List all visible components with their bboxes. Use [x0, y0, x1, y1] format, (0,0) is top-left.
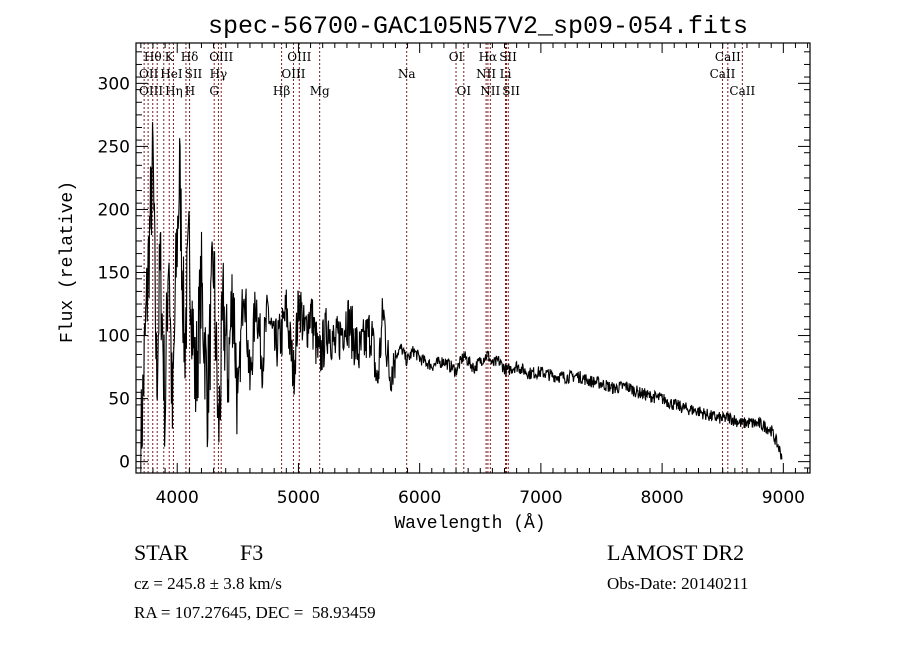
line-label: Hθ	[144, 50, 162, 64]
line-label: OIII	[209, 50, 233, 64]
line-label: SII	[185, 67, 203, 81]
y-tick-label: 0	[119, 453, 130, 473]
line-label: H	[185, 84, 195, 98]
x-tick-label: 5000	[277, 488, 320, 508]
line-label: SII	[499, 50, 517, 64]
y-tick-label: 150	[98, 264, 130, 284]
line-label: CaII	[729, 84, 755, 98]
y-tick-label: 50	[108, 390, 130, 410]
line-label: OIII	[281, 67, 305, 81]
y-axis-label: Flux (relative)	[58, 181, 78, 343]
line-label: Mg	[310, 84, 330, 98]
line-label: CaII	[710, 67, 736, 81]
line-label: HeI	[160, 67, 183, 81]
survey-name: LAMOST DR2	[607, 540, 745, 565]
y-tick-label: 300	[98, 74, 130, 94]
line-label: Hα	[479, 50, 498, 64]
line-label: NII	[480, 84, 500, 98]
line-markers	[143, 43, 743, 473]
x-axis-label: Wavelength (Å)	[394, 513, 545, 534]
line-label: OII	[139, 67, 159, 81]
spectrum-line	[140, 122, 783, 469]
line-label: OI	[457, 84, 472, 98]
object-subclass: F3	[240, 540, 264, 565]
line-label: CaII	[715, 50, 741, 64]
line-label: NII	[476, 67, 496, 81]
redshift-readout: cz = 245.8 ± 3.8 km/s	[134, 574, 282, 593]
x-axis: 4000 5000 6000 7000 8000 9000	[140, 43, 809, 508]
x-tick-label: 7000	[519, 488, 562, 508]
line-label: G	[209, 84, 219, 98]
line-label: Hγ	[210, 67, 228, 81]
line-label: OIII	[139, 84, 163, 98]
coordinates-readout: RA = 107.27645, DEC = 58.93459	[134, 603, 376, 622]
line-label: Li	[500, 67, 512, 81]
x-tick-label: 6000	[398, 488, 441, 508]
y-axis: 0 50 100 150 200 250 300	[98, 51, 810, 473]
y-tick-label: 250	[98, 137, 130, 157]
line-label: Hβ	[273, 84, 290, 98]
object-class: STAR	[134, 540, 189, 565]
y-tick-label: 200	[98, 200, 130, 220]
line-label: Hδ	[181, 50, 199, 64]
plot-frame	[135, 42, 811, 474]
series-layer	[140, 122, 783, 469]
chart-title: spec-56700-GAC105N57V2_sp09-054.fits	[208, 12, 748, 41]
x-tick-label: 8000	[640, 488, 683, 508]
line-label: Hη	[165, 84, 183, 98]
line-label: K	[165, 50, 175, 64]
x-tick-label: 9000	[762, 488, 805, 508]
line-label: OIII	[287, 50, 311, 64]
x-tick-label: 4000	[156, 488, 199, 508]
line-label: OI	[449, 50, 464, 64]
line-label: SII	[502, 84, 520, 98]
line-label: Na	[398, 67, 416, 81]
y-tick-label: 100	[98, 327, 130, 347]
obs-date: Obs-Date: 20140211	[607, 574, 749, 593]
